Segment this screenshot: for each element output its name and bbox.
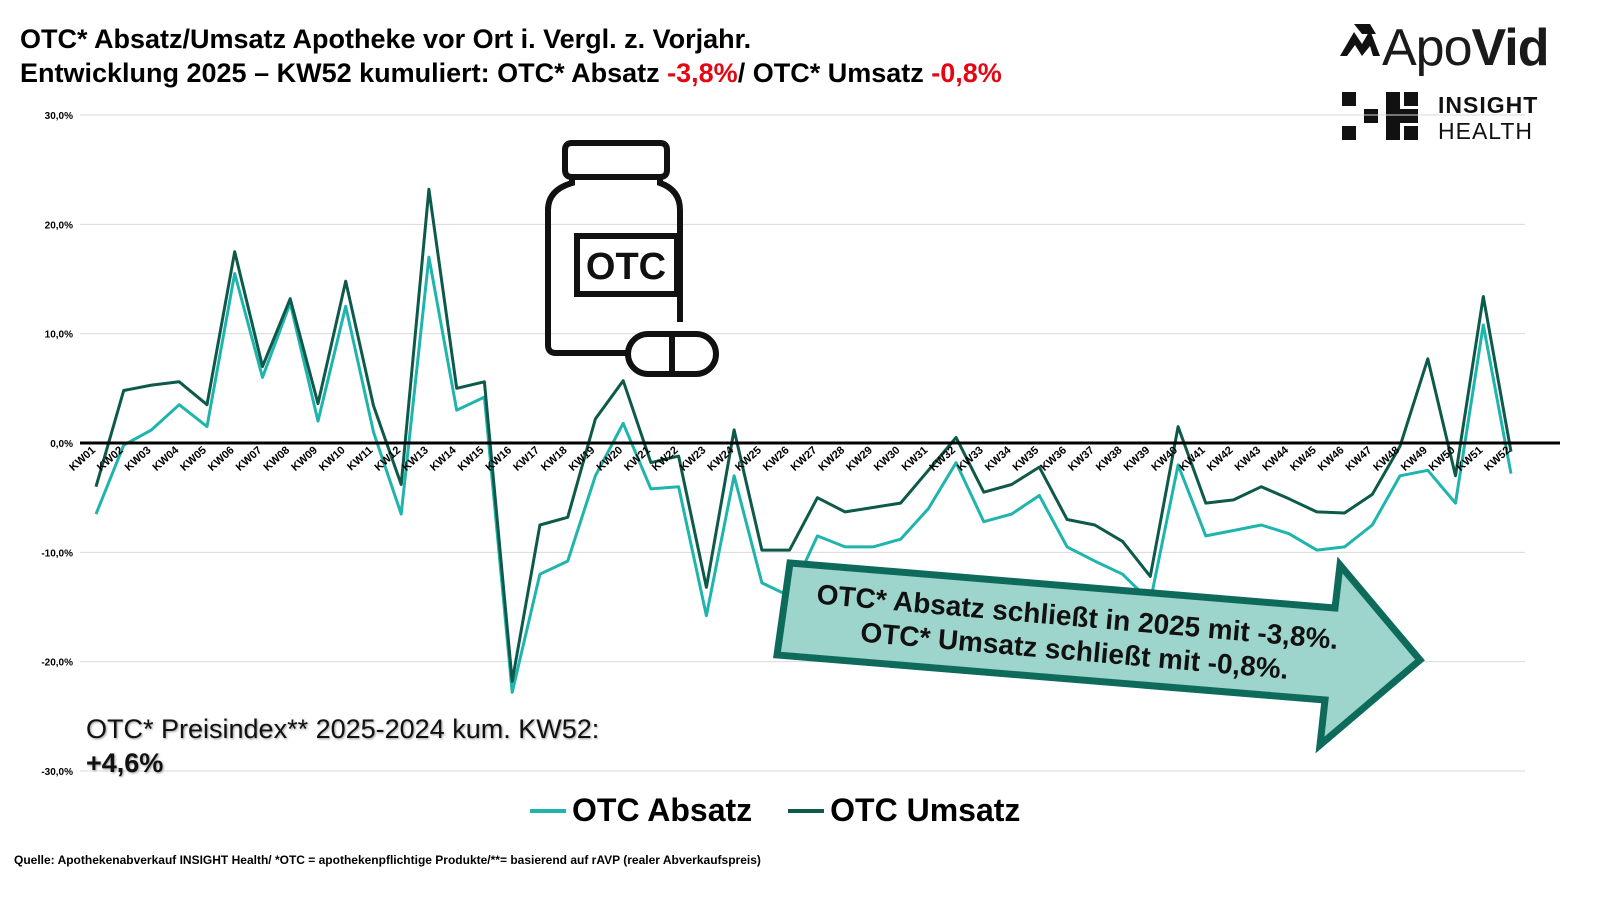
x-tick-label: KW49 xyxy=(1399,444,1430,473)
apovid-logo: ApoVid xyxy=(1340,14,1549,84)
x-tick-label: KW31 xyxy=(900,444,931,473)
apovid-mark-icon xyxy=(1340,24,1380,56)
x-tick-label: KW04 xyxy=(151,444,182,474)
legend-swatch-umsatz xyxy=(788,808,825,813)
x-tick-label: KW29 xyxy=(844,444,875,473)
otc-bottle-label: OTC xyxy=(586,246,666,288)
insight-health-mark-icon xyxy=(1342,92,1418,140)
x-tick-label: KW09 xyxy=(289,444,320,473)
x-tick-label: KW36 xyxy=(1038,444,1069,473)
title-line-1: OTC* Absatz/Umsatz Apotheke vor Ort i. V… xyxy=(20,24,752,54)
y-tick-label: 10,0% xyxy=(45,330,73,341)
y-tick-label: -10,0% xyxy=(41,548,73,559)
x-tick-label: KW40 xyxy=(1149,444,1180,473)
legend-item-umsatz: OTC Umsatz xyxy=(788,792,1020,829)
x-tick-label: KW39 xyxy=(1122,444,1153,473)
x-tick-label: KW17 xyxy=(511,444,542,473)
x-tick-label: KW46 xyxy=(1316,444,1347,473)
price-index-label: OTC* Preisindex** 2025-2024 kum. KW52: xyxy=(86,714,600,744)
x-tick-label: KW15 xyxy=(456,444,487,473)
x-tick-label: KW03 xyxy=(123,444,154,473)
price-index-value: +4,6% xyxy=(86,748,164,778)
x-tick-label: KW22 xyxy=(650,444,681,473)
x-tick-label: KW06 xyxy=(206,444,237,473)
series-line-otc-umsatz xyxy=(94,187,1513,683)
y-tick-label: 30,0% xyxy=(45,111,73,122)
x-tick-label: KW42 xyxy=(1205,444,1236,473)
x-tick-label: KW44 xyxy=(1260,444,1291,474)
x-tick-label: KW30 xyxy=(872,444,903,473)
insight-logo-line1: INSIGHT xyxy=(1438,92,1539,118)
x-tick-label: KW33 xyxy=(955,444,986,473)
otc-medicine-bottle-icon: OTC xyxy=(545,140,719,377)
apovid-logo-vid: Vid xyxy=(1471,19,1550,77)
legend-label-umsatz: OTC Umsatz xyxy=(830,792,1021,828)
x-tick-label: KW10 xyxy=(317,444,348,473)
x-tick-label: KW07 xyxy=(234,444,265,473)
x-tick-label: KW05 xyxy=(178,444,209,473)
legend-item-absatz: OTC Absatz xyxy=(530,792,752,829)
x-tick-label: KW02 xyxy=(95,444,126,473)
x-tick-label: KW38 xyxy=(1094,444,1125,473)
y-axis-tick-labels: 30,0% 20,0% 10,0% 0,0% -10,0% -20,0% -30,0% xyxy=(41,111,73,778)
x-axis-tick-labels: KW01KW02KW03KW04KW05KW06KW07KW08KW09KW10… xyxy=(67,444,1513,474)
legend-label-absatz: OTC Absatz xyxy=(572,792,753,828)
title-line-2-text-b: / OTC* Umsatz xyxy=(737,58,932,88)
x-tick-label: KW14 xyxy=(428,444,459,474)
insight-health-logo: INSIGHT HEALTH xyxy=(1342,92,1552,146)
apovid-logo-apo: Apo xyxy=(1382,19,1473,77)
source-footnote: Quelle: Apothekenabverkauf INSIGHT Healt… xyxy=(14,853,761,867)
x-tick-label: KW11 xyxy=(345,444,375,473)
conclusion-arrow xyxy=(773,556,1425,754)
x-tick-label: KW34 xyxy=(983,444,1014,474)
x-tick-label: KW43 xyxy=(1233,444,1264,473)
chart-title: OTC* Absatz/Umsatz Apotheke vor Ort i. V… xyxy=(20,22,1002,90)
y-tick-label: -30,0% xyxy=(41,767,73,778)
y-tick-label: 0,0% xyxy=(50,439,73,450)
title-umsatz-value: -0,8% xyxy=(931,58,1002,88)
y-tick-label: -20,0% xyxy=(41,658,73,669)
title-absatz-value: -3,8% xyxy=(667,58,738,88)
x-tick-label: KW26 xyxy=(761,444,792,473)
x-tick-label: KW23 xyxy=(678,444,709,473)
title-line-2-text: Entwicklung 2025 – KW52 kumuliert: OTC* … xyxy=(20,58,668,88)
y-tick-label: 20,0% xyxy=(45,220,73,231)
x-tick-label: KW47 xyxy=(1344,444,1375,473)
x-tick-label: KW37 xyxy=(1066,444,1097,473)
x-tick-label: KW45 xyxy=(1288,444,1319,473)
x-tick-label: KW28 xyxy=(816,444,847,473)
x-tick-label: KW18 xyxy=(539,444,570,473)
chart-legend: OTC Absatz OTC Umsatz xyxy=(530,792,1020,829)
insight-logo-line2: HEALTH xyxy=(1438,118,1534,144)
price-index-note: OTC* Preisindex** 2025-2024 kum. KW52: +… xyxy=(86,712,599,780)
x-tick-label: KW27 xyxy=(789,444,820,473)
x-tick-label: KW08 xyxy=(261,444,292,473)
legend-swatch-absatz xyxy=(530,808,566,813)
